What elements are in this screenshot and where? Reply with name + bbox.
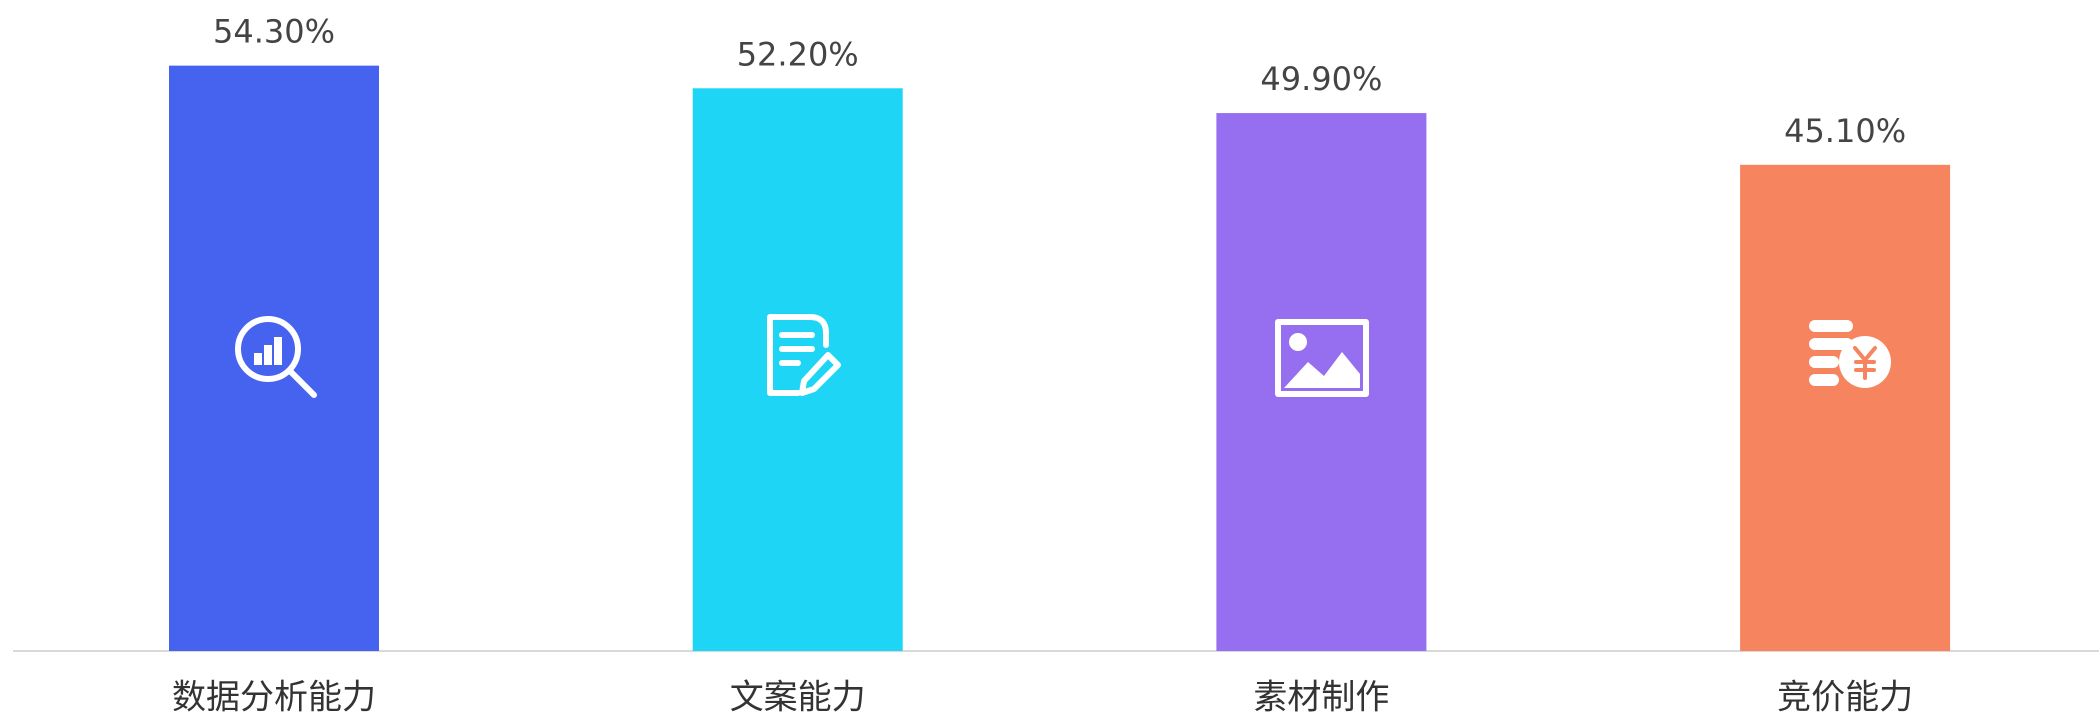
icon-analysis <box>235 316 317 398</box>
value-label: 49.90% <box>1260 60 1382 98</box>
bars <box>169 65 1951 652</box>
category-label: 数据分析能力 <box>172 678 376 717</box>
value-label: 54.30% <box>213 13 335 51</box>
icon-coins <box>1809 320 1891 388</box>
category-label: 文案能力 <box>730 678 866 717</box>
value-label: 52.20% <box>737 35 859 73</box>
icon-image <box>1275 319 1369 397</box>
bar <box>692 88 903 651</box>
bar <box>1740 164 1951 651</box>
category-label: 竞价能力 <box>1777 678 1913 717</box>
category-label: 素材制作 <box>1253 678 1389 717</box>
value-label: 45.10% <box>1784 112 1906 150</box>
icon-document <box>767 314 841 396</box>
